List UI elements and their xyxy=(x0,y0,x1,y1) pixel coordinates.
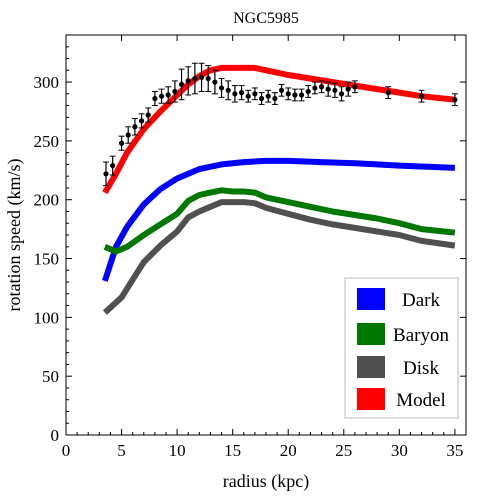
series-line-baryon xyxy=(103,187,456,255)
data-point xyxy=(212,79,218,85)
data-point xyxy=(178,81,185,88)
x-tick-label: 10 xyxy=(169,441,186,460)
legend-label-baryon: Baryon xyxy=(393,325,449,346)
data-point xyxy=(278,87,285,93)
legend-swatch-baryon xyxy=(357,323,385,345)
series-line-disk xyxy=(102,199,456,315)
y-axis-label: rotation speed (km/s) xyxy=(4,159,25,312)
data-point xyxy=(152,95,158,102)
data-point xyxy=(258,95,265,102)
data-point xyxy=(125,132,131,138)
data-point xyxy=(205,75,211,82)
data-point xyxy=(298,92,305,98)
legend-label-model: Model xyxy=(396,390,446,411)
data-point xyxy=(338,91,345,97)
legend-label-dark: Dark xyxy=(402,290,440,311)
data-point xyxy=(452,97,458,103)
data-point xyxy=(352,84,358,90)
data-point xyxy=(332,87,338,93)
data-point xyxy=(225,87,231,93)
data-point xyxy=(218,85,225,91)
data-point xyxy=(185,78,191,84)
y-tick-label: 100 xyxy=(34,308,60,327)
data-point xyxy=(192,75,198,82)
data-point xyxy=(158,93,165,99)
data-point xyxy=(345,86,351,92)
data-point xyxy=(238,90,245,96)
data-point xyxy=(292,92,298,98)
x-tick-label: 15 xyxy=(224,441,241,460)
data-point xyxy=(232,91,238,97)
series-line-dark xyxy=(102,157,456,282)
y-tick-label: 150 xyxy=(34,250,60,269)
plot-frame xyxy=(65,34,467,436)
data-point xyxy=(312,85,318,91)
y-tick-label: 250 xyxy=(34,132,60,151)
data-point xyxy=(132,124,138,130)
data-point xyxy=(285,91,291,97)
plot-area: 0 5 10 15 20 25 30 35 0 50 100 150 200 250 300 xyxy=(34,35,467,460)
legend-swatch-dark xyxy=(357,288,385,310)
legend-swatch-model xyxy=(357,388,385,410)
series-line-model xyxy=(102,64,456,195)
data-point xyxy=(385,90,391,96)
x-tick-label: 0 xyxy=(62,441,71,460)
data-point xyxy=(165,92,171,98)
data-point xyxy=(138,118,145,124)
legend-label-disk: Disk xyxy=(403,358,439,379)
x-tick-label: 25 xyxy=(335,441,352,460)
data-point xyxy=(325,86,331,92)
x-tick-label: 5 xyxy=(117,441,126,460)
data-point xyxy=(198,74,205,80)
data-point xyxy=(418,93,425,99)
data-point xyxy=(265,93,271,99)
legend: Dark Baryon Disk Model xyxy=(344,277,459,419)
x-axis-label: radius (kpc) xyxy=(223,471,309,492)
data-point xyxy=(145,112,151,118)
data-point xyxy=(245,93,251,99)
y-tick-label: 200 xyxy=(34,191,60,210)
y-tick-label: 300 xyxy=(34,73,60,92)
data-point xyxy=(272,95,278,102)
x-tick-label: 35 xyxy=(446,441,463,460)
data-point xyxy=(318,84,325,90)
data-point xyxy=(103,171,109,177)
chart-title: NGC5985 xyxy=(233,10,299,27)
y-tick-label: 50 xyxy=(42,367,59,386)
data-point xyxy=(118,140,125,146)
x-tick-label: 20 xyxy=(280,441,297,460)
data-point xyxy=(172,88,178,95)
legend-swatch-disk xyxy=(357,356,385,378)
data-point xyxy=(305,88,311,95)
data-point xyxy=(252,91,258,97)
y-tick-label: 0 xyxy=(51,426,60,445)
x-tick-label: 30 xyxy=(391,441,408,460)
data-point xyxy=(110,162,116,169)
